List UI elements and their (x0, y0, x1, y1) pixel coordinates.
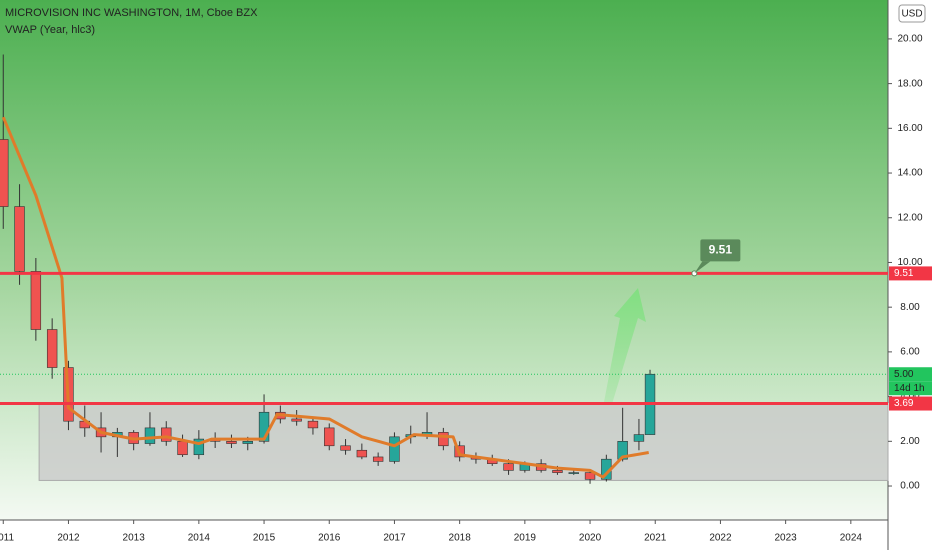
price-line-tag (889, 266, 932, 281)
candle-body (356, 449, 368, 458)
currency-box (898, 4, 926, 23)
price-line-label: 9.51 (894, 268, 914, 279)
x-tick-label: 2015 (253, 533, 276, 544)
candle-body (291, 418, 302, 422)
price-line-tag (889, 396, 932, 411)
candle-body (552, 470, 563, 473)
y-tick-label: 12.00 (897, 212, 922, 223)
last-price-label: 5.00 (894, 369, 914, 380)
candle-body (30, 271, 42, 330)
x-tick-label: 2019 (514, 533, 537, 544)
candle-body (177, 441, 188, 456)
y-tick-label: 10.00 (897, 257, 922, 268)
y-tick-label: 20.00 (897, 34, 922, 45)
candle-body (617, 441, 628, 460)
x-tick-label: 2011 (0, 533, 14, 544)
candle-body (0, 139, 9, 207)
x-tick-label: 2024 (840, 533, 863, 544)
vwap-line (1, 116, 649, 479)
candle-body (438, 432, 449, 447)
candle-body (14, 206, 25, 272)
x-axis-panel (0, 520, 888, 550)
candle-body (633, 434, 645, 442)
candle-body (307, 420, 319, 429)
candle-body (503, 463, 514, 471)
x-tick-label: 2020 (579, 533, 602, 544)
price-line-label: 3.69 (894, 398, 914, 409)
x-tick-label: 2013 (123, 533, 146, 544)
candle-body (324, 427, 335, 447)
candle-body (144, 427, 156, 444)
currency: USD (901, 9, 922, 20)
candle-body (568, 472, 579, 474)
x-tick-label: 2023 (775, 533, 798, 544)
callout-box (700, 239, 741, 262)
candle-body (46, 329, 58, 368)
candle-body (372, 456, 384, 462)
callout-pointer (694, 261, 711, 274)
y-tick-label: 8.00 (900, 302, 920, 313)
countdown: 14d 1h (894, 383, 925, 394)
x-tick-label: 2022 (709, 533, 732, 544)
y-tick-label: 14.00 (897, 168, 922, 179)
candle-body (584, 472, 596, 480)
y-tick-label: 16.00 (897, 123, 922, 134)
arrow (604, 288, 646, 404)
candle-body (161, 427, 172, 442)
countdown-tag (889, 381, 932, 396)
x-tick-label: 2017 (383, 533, 406, 544)
chart-title: MICROVISION INC WASHINGTON, 1M, Cboe BZX (5, 7, 258, 19)
x-tick-label: 2018 (449, 533, 472, 544)
x-tick-label: 2014 (188, 533, 211, 544)
candle-body (193, 438, 205, 456)
x-tick-label: 2012 (57, 533, 80, 544)
last-price-tag (889, 367, 932, 382)
y-tick-label: 2.00 (900, 436, 920, 447)
candle-body (242, 441, 253, 444)
y-tick-label: 0.00 (900, 481, 920, 492)
y-tick-label: 18.00 (897, 78, 922, 89)
callout-label: 9.51 (709, 243, 733, 257)
y-tick-label: 6.00 (900, 347, 920, 358)
x-tick-label: 2021 (644, 533, 667, 544)
indicator-label: VWAP (Year, hlc3) (5, 24, 95, 36)
candle-body (389, 436, 400, 462)
candle-body (340, 445, 351, 451)
x-tick-label: 2016 (318, 533, 341, 544)
candle-body (226, 441, 237, 444)
